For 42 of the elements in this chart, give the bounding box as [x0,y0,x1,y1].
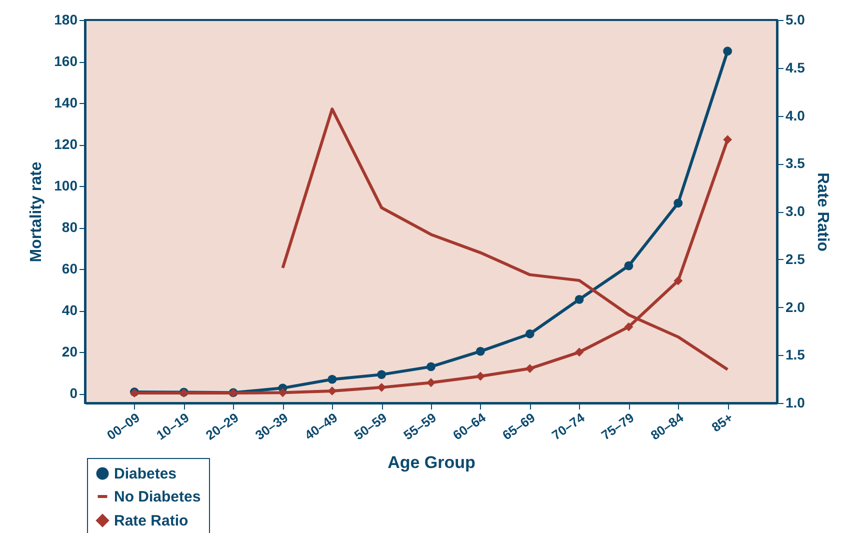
y2-tick-label: 4.5 [786,59,806,76]
y2-tick-label: 2.5 [786,250,806,267]
y-tick-label: 0 [70,385,78,402]
y-tick-label: 60 [62,260,78,277]
y2-tick-label: 3.0 [786,203,806,219]
y-tick-label: 80 [62,219,78,236]
y2-tick-label: 4.0 [786,107,806,124]
y2-axis-title: Rate Ratio [814,172,831,252]
point [525,329,534,338]
y-axis-title: Mortality rate [28,162,46,262]
y2-tick-label: 5.0 [786,12,806,28]
x-tick-label: 85+ [708,410,736,435]
y2-tick-label: 2.0 [786,298,806,315]
y-tick-label: 140 [54,94,78,111]
y2-tick-label: 3.5 [786,155,806,172]
y-tick-label: 20 [62,344,78,360]
y-tick-label: 100 [54,178,78,194]
point [674,198,683,208]
legend-label: Rate Ratio [114,512,188,530]
point [624,261,634,270]
point [723,135,732,144]
point [624,322,634,332]
x-axis-title: Age Group [388,452,476,472]
y-tick-label: 40 [62,302,78,318]
y-tick-label: 180 [54,12,78,28]
point [674,276,683,286]
point [574,348,584,357]
point [377,370,386,380]
point [525,364,534,374]
y2-tick-label: 1.0 [786,394,806,410]
point [574,294,584,304]
point [426,362,436,372]
point [328,374,337,384]
point [426,378,436,388]
legend-label: Diabetes [114,466,177,482]
y-tick-label: 160 [54,53,78,70]
point [476,346,485,356]
point [723,46,732,56]
y-tick-label: 120 [54,136,78,152]
y2-tick-label: 1.5 [786,346,806,363]
legend-label: No Diabetes [114,488,201,506]
point [476,372,485,381]
